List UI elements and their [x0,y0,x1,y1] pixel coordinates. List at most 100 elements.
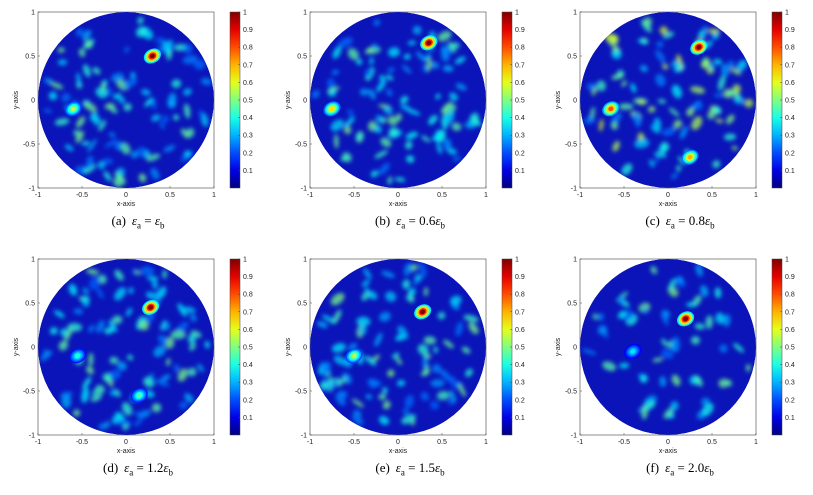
speckle [112,93,122,100]
speckle [353,410,362,416]
speckle [108,132,116,138]
speckle [717,75,726,91]
colorbar-tick-label: 0.7 [515,62,525,69]
speckle [455,83,467,91]
x-tick-label: 0 [666,192,670,199]
speckle [443,339,454,349]
y-tick-label: -1 [301,186,307,193]
speckle [178,401,189,410]
y-axis-label: y-axis [285,337,292,356]
speckle [386,88,393,97]
caption-b: (b) εa = 0.6εb [280,213,540,231]
speckle [72,409,81,417]
y-tick-label: -0.5 [23,142,35,149]
colorbar-tick-label: 0.2 [515,397,525,404]
speckle [430,379,445,388]
speckle [610,121,619,130]
x-tick-label: 0 [124,439,128,446]
epsilon-b: ε [154,213,161,228]
speckle [420,391,429,401]
speckle [382,400,391,410]
y-tick-label: 1 [573,257,577,264]
colorbar-tick-label: 0.6 [515,80,525,87]
speckle [363,268,372,280]
speckle [450,295,462,305]
speckle [671,60,682,69]
speckle [407,293,415,303]
x-axis-label: x-axis [389,448,408,455]
speckle [387,176,393,185]
speckle [347,48,359,60]
speckle [654,155,660,165]
speckle [713,58,722,65]
speckle [167,92,177,108]
y-tick-label: 1 [303,257,307,264]
x-tick-label: 0.5 [165,439,175,446]
speckle [715,312,725,325]
epsilon-a: ε [131,213,138,228]
caption-label: (c) [645,213,660,228]
speckle [430,400,440,410]
speckle [457,382,467,397]
speckle [173,114,180,121]
colorbar-tick-label: 1 [515,257,519,264]
speckle [64,144,74,152]
equals-sign: = [677,460,685,475]
speckle [120,142,131,155]
speckle [714,287,722,299]
colorbar-tick-label: 0.9 [243,274,253,281]
colorbar-tick-label: 0.3 [785,380,795,387]
colorbar-tick-label: 0.5 [243,345,253,352]
y-tick-label: -1 [301,433,307,440]
speckle [340,156,349,162]
speckle [454,56,466,65]
x-tick-label: 0.5 [707,439,717,446]
panel-f: -1 -1 -0.5 -0.5 0 0 0.5 0.5 1 1 x-axis y-axis 1 0.9 0.… [550,255,810,495]
speckle [338,390,348,398]
speckle [173,43,186,51]
speckle [463,314,479,323]
speckle [405,131,419,140]
speckle [177,303,188,317]
speckle [444,111,455,125]
speckle [102,372,112,382]
speckle [60,391,73,398]
speckle [464,121,475,129]
speckle [655,49,666,63]
speckle [447,148,458,155]
x-tick-label: -1 [577,192,583,199]
peak-2 [681,149,699,165]
speckle [446,376,457,384]
peak-1 [624,343,642,359]
speckle [347,109,354,117]
speckle [145,390,155,398]
epsilon-b: ε [435,213,441,228]
speckle [54,118,70,126]
speckle [403,53,411,60]
peak-0 [414,304,432,320]
speckle [98,274,107,284]
speckle [656,41,664,48]
speckle [114,269,124,281]
disk-background [580,12,756,188]
speckle [468,322,479,335]
speckle [736,59,748,72]
y-tick-label: 0 [31,345,35,352]
speckle [40,350,53,362]
x-tick-label: 1 [484,192,488,199]
speckle [86,268,100,275]
speckle [326,78,336,88]
x-axis-label: x-axis [117,448,136,455]
speckle [165,336,175,349]
speckle [437,311,446,320]
speckle [423,336,437,345]
speckle [190,314,197,322]
speckle [657,99,667,104]
x-tick-label: 1 [754,192,758,199]
y-tick-label: 1 [303,10,307,17]
colorbar-tick-label: 0.6 [243,80,253,87]
speckle [182,306,196,314]
x-tick-label: 1 [212,192,216,199]
speckle [387,67,395,74]
speckle [367,378,378,389]
